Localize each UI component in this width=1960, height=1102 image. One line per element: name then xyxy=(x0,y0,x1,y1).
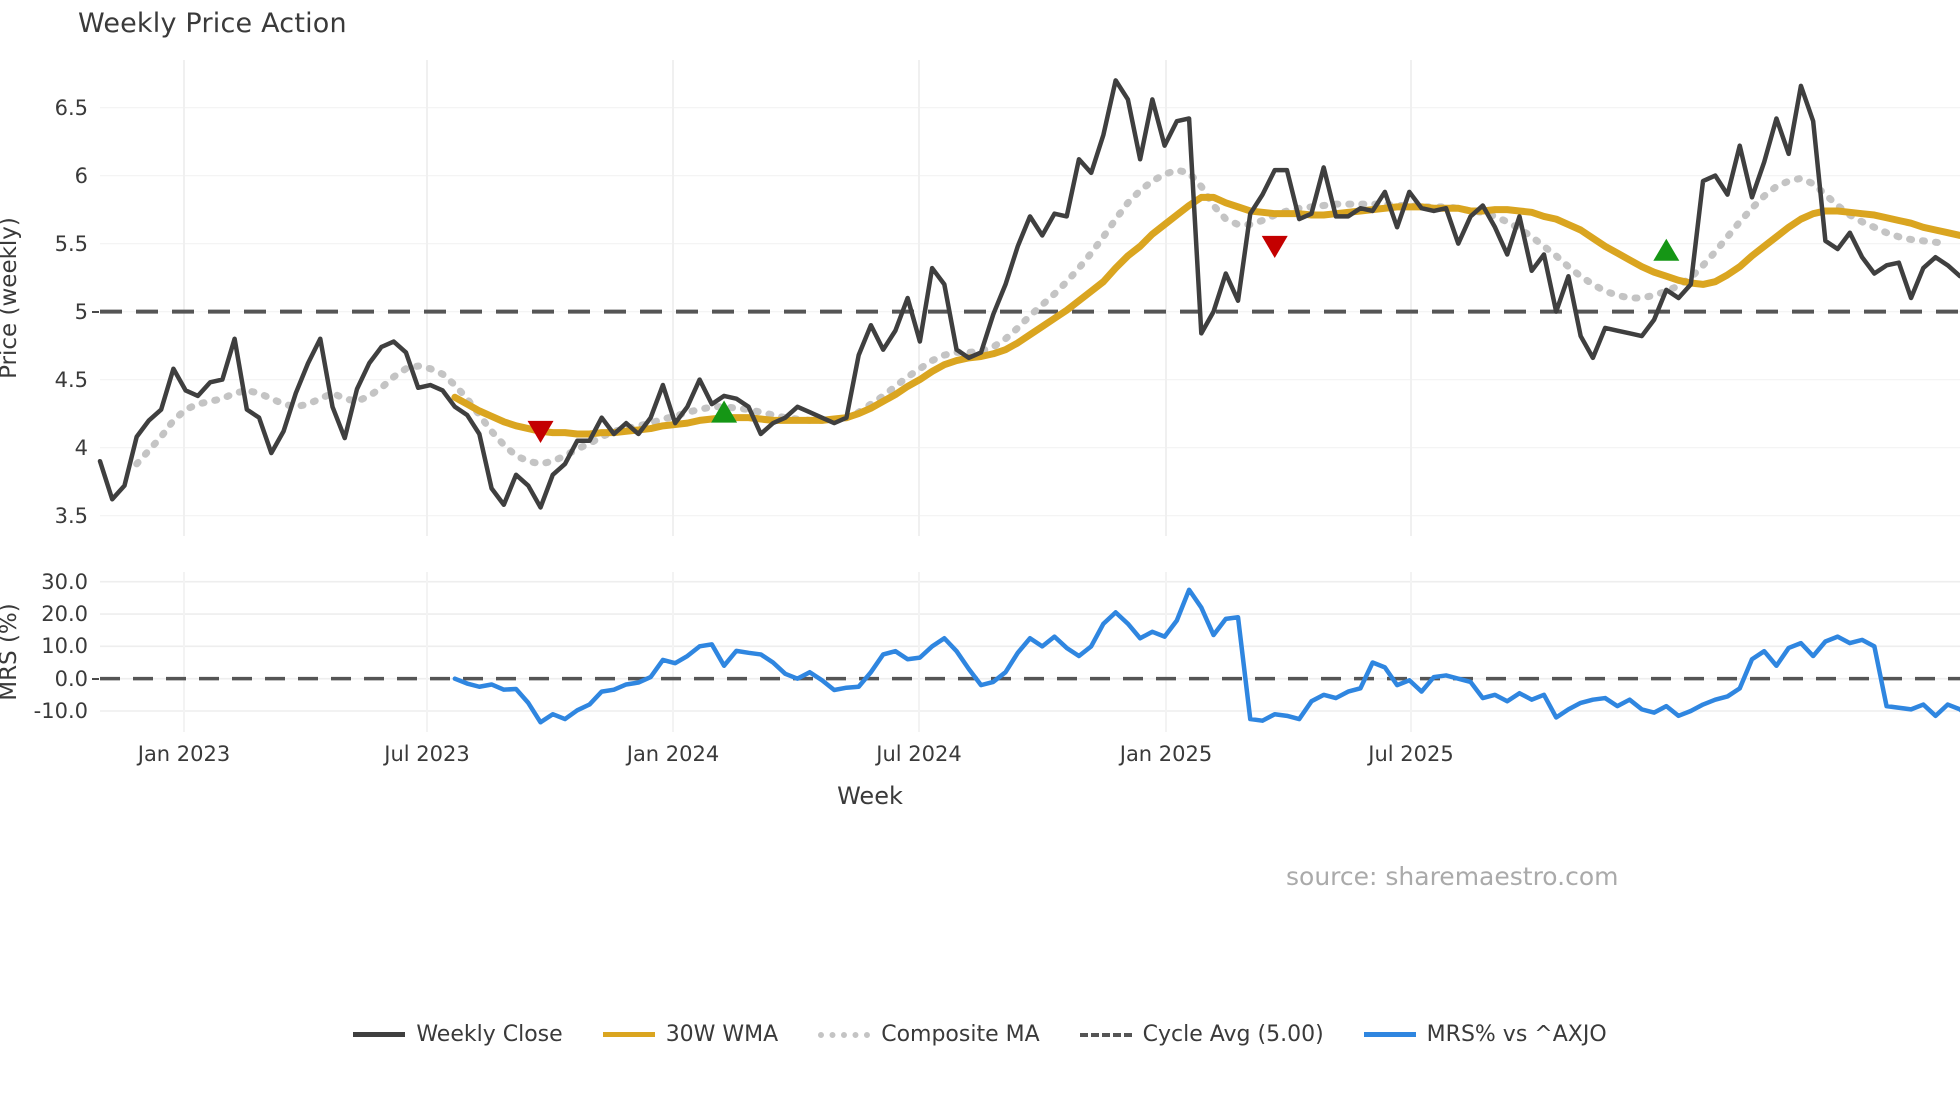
buy-signal-marker xyxy=(711,400,738,423)
y-tick-label: 5 xyxy=(74,299,88,324)
x-axis-label: Week xyxy=(837,782,903,810)
x-axis-ticks: Jan 2023 Jul 2023 Jan 2024 Jul 2024 Jan 2025… xyxy=(0,742,1960,776)
x-tick-label: Jul 2023 xyxy=(384,742,470,766)
y-tick-label: 3.5 xyxy=(54,503,88,528)
legend-item[interactable]: Cycle Avg (5.00) xyxy=(1079,1022,1324,1047)
legend-item[interactable]: Weekly Close xyxy=(353,1022,563,1047)
y-tick-label: 30.0 xyxy=(41,569,88,594)
mrs-plot-area xyxy=(100,572,1960,732)
price-chart-panel xyxy=(97,60,1960,536)
mrs-y-axis-label: MRS (%) xyxy=(0,603,22,701)
legend-label: Cycle Avg (5.00) xyxy=(1142,1022,1324,1047)
page-title: Weekly Price Action xyxy=(78,8,347,39)
legend-swatch-icon xyxy=(1363,1032,1416,1037)
x-tick-label: Jan 2025 xyxy=(1119,742,1213,766)
y-tick-label: 20.0 xyxy=(41,602,88,627)
y-tick-label: 6 xyxy=(74,163,88,188)
sell-signal-marker xyxy=(527,420,554,443)
y-tick-mark xyxy=(92,677,99,680)
legend-label: MRS% vs ^AXJO xyxy=(1426,1022,1607,1047)
legend-item[interactable]: MRS% vs ^AXJO xyxy=(1363,1022,1607,1047)
legend-label: 30W WMA xyxy=(665,1022,779,1047)
x-tick-label: Jan 2024 xyxy=(626,742,720,766)
legend-swatch-icon xyxy=(602,1032,655,1037)
price-plot-area xyxy=(97,60,1960,536)
legend-swatch-icon xyxy=(353,1032,406,1037)
price-y-axis-label: Price (weekly) xyxy=(0,217,22,379)
legend-item[interactable]: 30W WMA xyxy=(602,1022,779,1047)
sell-signal-marker xyxy=(1261,235,1288,259)
y-tick-label: 6.5 xyxy=(54,95,88,120)
buy-signal-marker xyxy=(1653,238,1680,261)
y-tick-label: 4 xyxy=(74,435,88,460)
legend-swatch-icon xyxy=(818,1031,871,1038)
price-y-axis-ticks: 3.5 4 4.5 5 5.5 6 6.5 xyxy=(0,60,99,536)
y-tick-label: 0.0 xyxy=(54,666,88,691)
y-tick-label: -10.0 xyxy=(33,698,88,723)
x-tick-label: Jul 2025 xyxy=(1368,742,1454,766)
chart-legend: Weekly Close 30W WMA Composite MA Cycle Avg… xyxy=(0,1022,1960,1047)
mrs-y-axis-ticks: -10.0 0.0 10.0 20.0 30.0 xyxy=(0,569,99,732)
source-watermark: source: sharemaestro.com xyxy=(1286,862,1619,891)
y-tick-label: 5.5 xyxy=(54,231,88,256)
x-tick-label: Jul 2024 xyxy=(876,742,962,766)
legend-label: Composite MA xyxy=(881,1022,1040,1047)
legend-swatch-icon xyxy=(1079,1032,1132,1037)
legend-item[interactable]: Composite MA xyxy=(818,1022,1040,1047)
mrs-chart-panel xyxy=(100,572,1960,732)
legend-label: Weekly Close xyxy=(416,1022,563,1047)
y-tick-label: 4.5 xyxy=(54,367,88,392)
y-tick-mark xyxy=(92,310,99,313)
x-tick-label: Jan 2023 xyxy=(137,742,231,766)
y-tick-label: 10.0 xyxy=(41,634,88,659)
